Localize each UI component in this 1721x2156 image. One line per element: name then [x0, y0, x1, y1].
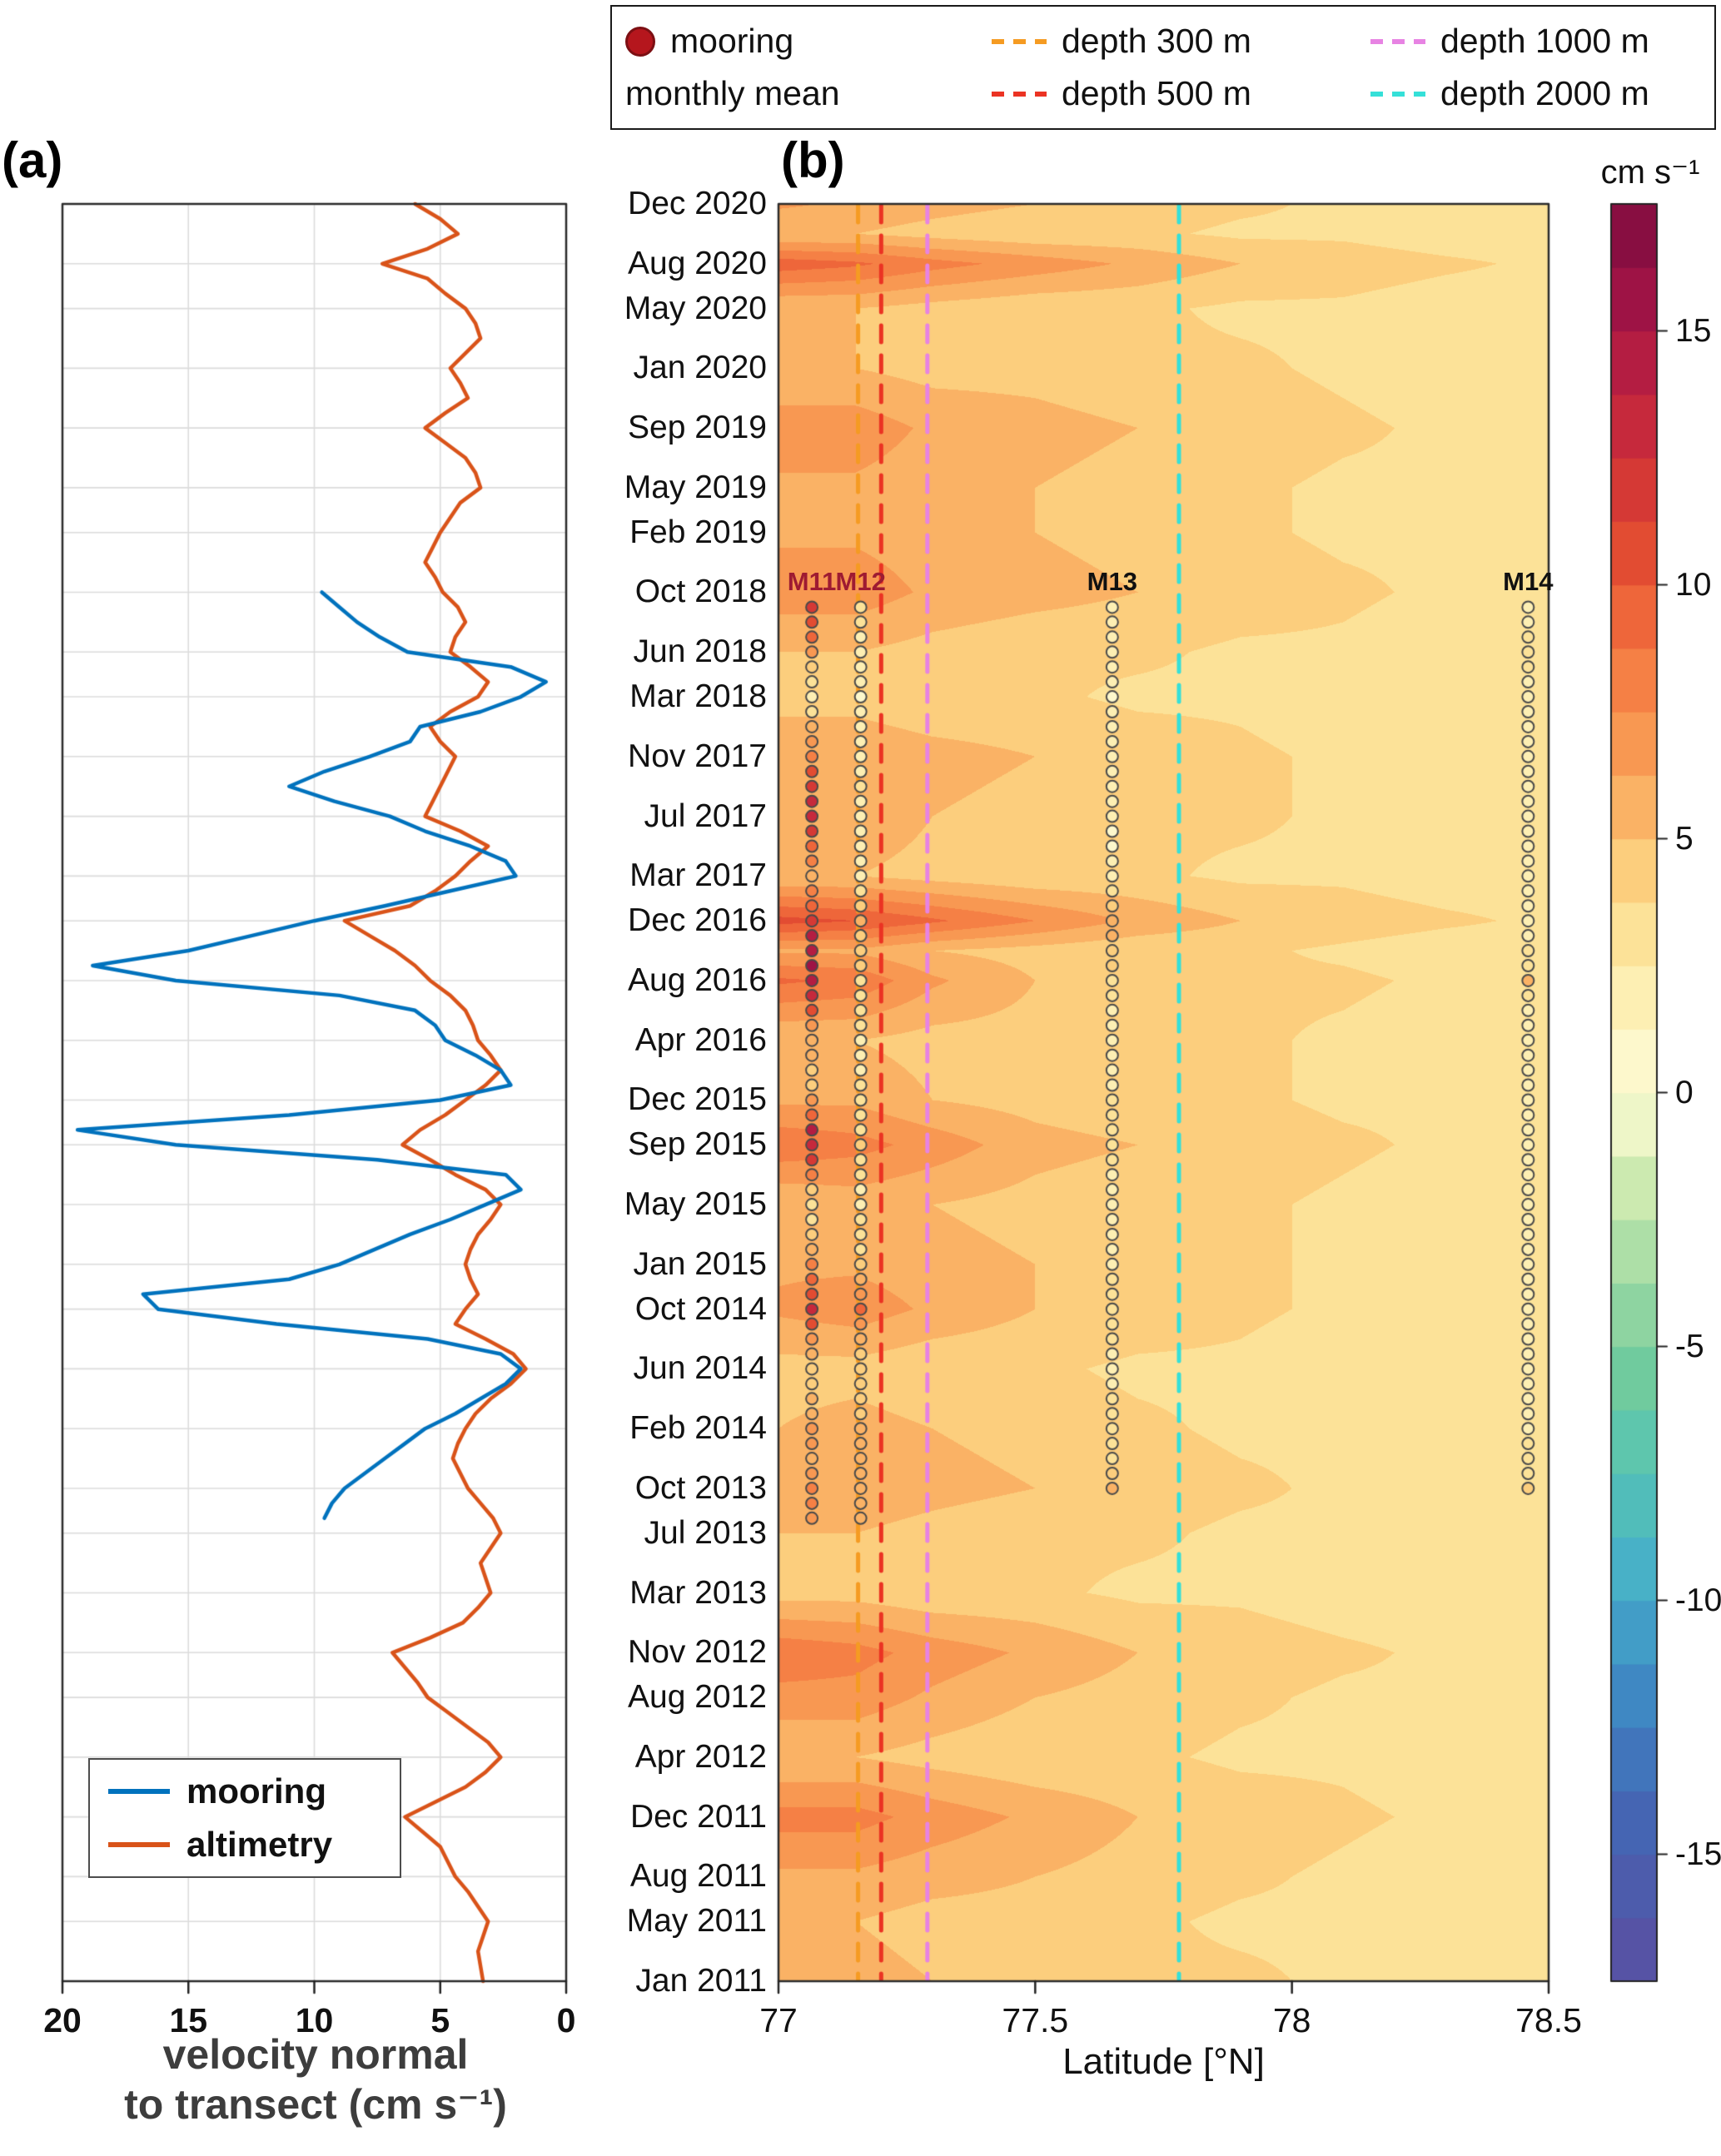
depth-2000-dash-icon [1370, 91, 1425, 97]
panel-a-label: (a) [2, 132, 63, 188]
panel-b-axis-title: Latitude [°N] [1062, 2041, 1265, 2082]
legend-item-monthly-mean: monthly mean [625, 68, 992, 120]
panel-a-axis-title-line1: velocity normal [162, 2031, 469, 2078]
panel-a-legend-altimetry-label: altimetry [187, 1825, 333, 1864]
legend-monthly-mean-label: monthly mean [625, 74, 840, 112]
depth-300-dash-icon [992, 38, 1047, 44]
legend-depth-1000-label: depth 1000 m [1440, 22, 1649, 60]
legend-depth-300-label: depth 300 m [1062, 22, 1251, 60]
altimetry-line-icon [108, 1842, 170, 1847]
depth-1000-dash-icon [1370, 38, 1425, 44]
legend-item-depth-300: depth 300 m [992, 16, 1370, 67]
legend-depth-500-label: depth 500 m [1062, 74, 1251, 112]
panel-a-legend-mooring-item: mooring [108, 1771, 381, 1811]
mooring-marker-icon [625, 26, 655, 57]
depth-500-dash-icon [992, 91, 1047, 97]
legend-item-depth-500: depth 500 m [992, 68, 1370, 120]
panel-a-legend-altimetry-item: altimetry [108, 1825, 381, 1865]
colorbar-title: cm s⁻¹ [1600, 154, 1700, 191]
legend-depth-2000-label: depth 2000 m [1440, 74, 1649, 112]
legend-mooring-label: mooring [670, 22, 794, 60]
panel-a-legend: mooring altimetry [88, 1758, 401, 1878]
legend-item-depth-1000: depth 1000 m [1370, 16, 1701, 67]
figure-legend: mooring depth 300 m depth 1000 m monthly… [610, 5, 1716, 130]
panel-a-axis-title: velocity normal to transect (cm s⁻¹) [0, 2029, 631, 2129]
panel-a-axis-title-line2: to transect (cm s⁻¹) [124, 2081, 507, 2128]
legend-item-depth-2000: depth 2000 m [1370, 68, 1701, 120]
panel-a-legend-mooring-label: mooring [187, 1771, 326, 1811]
panel-b-label: (b) [781, 132, 845, 188]
legend-item-mooring: mooring [625, 16, 992, 67]
mooring-line-icon [108, 1789, 170, 1794]
